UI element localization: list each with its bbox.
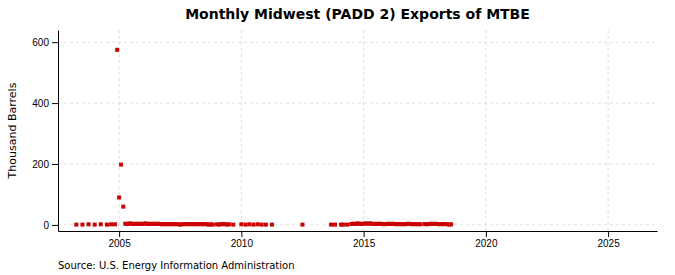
tick: 2010 — [231, 231, 254, 249]
point — [105, 223, 109, 227]
axis-line — [59, 231, 658, 232]
tick-mark — [52, 103, 58, 104]
tick-mark — [486, 231, 487, 237]
tick-label: 200 — [32, 159, 49, 170]
point — [211, 223, 215, 227]
grid-line — [608, 30, 609, 231]
point — [341, 223, 345, 227]
point — [115, 48, 119, 52]
point — [227, 222, 231, 226]
tick-label: 600 — [32, 37, 49, 48]
tick-label: 2020 — [475, 238, 498, 249]
plot: 2005 2010 2015 2020 2025 0 200 400 600 — [32, 30, 657, 249]
y-axis-title: Thousand Barrels — [6, 82, 19, 179]
tick-label: 0 — [43, 220, 49, 231]
point — [419, 222, 423, 226]
point — [252, 223, 256, 227]
tick-mark — [119, 231, 120, 237]
point — [113, 222, 117, 226]
annotation: Source: U.S. Energy Information Administ… — [58, 260, 295, 271]
tick-label: 2015 — [353, 238, 376, 249]
point — [244, 223, 248, 227]
grid-line — [119, 30, 120, 231]
point — [239, 222, 243, 226]
point — [247, 222, 251, 226]
tick-label: 2005 — [108, 238, 131, 249]
point — [74, 223, 78, 227]
grid-line — [58, 164, 657, 165]
tick-mark — [52, 164, 58, 165]
tick: 200 — [32, 159, 58, 170]
tick-label: 400 — [32, 98, 49, 109]
point — [231, 223, 235, 227]
chart: 2005 2010 2015 2020 2025 0 200 400 600 Monthly Mi… — [0, 0, 675, 275]
point — [93, 223, 97, 227]
x-axis: 2005 2010 2015 2020 2025 — [59, 231, 658, 249]
grid-line — [58, 42, 657, 43]
grid-line — [363, 30, 364, 231]
tick: 400 — [32, 98, 58, 109]
grid-line — [58, 103, 657, 104]
point — [117, 196, 121, 200]
point — [345, 223, 349, 227]
tick-mark — [608, 231, 609, 237]
tick: 2025 — [597, 231, 620, 249]
tick-label: 2025 — [597, 238, 620, 249]
point — [270, 223, 274, 227]
tick: 600 — [32, 37, 58, 48]
grid-line — [241, 30, 242, 231]
point — [99, 222, 103, 226]
tick: 2015 — [353, 231, 376, 249]
point — [329, 223, 333, 227]
title: Monthly Midwest (PADD 2) Exports of MTBE — [185, 6, 530, 22]
tick: 2005 — [108, 231, 131, 249]
point — [109, 222, 113, 226]
grid-line — [485, 30, 486, 231]
point — [256, 222, 260, 226]
grid — [58, 30, 657, 231]
tick: 2020 — [475, 231, 498, 249]
tick-mark — [52, 42, 58, 43]
point — [300, 223, 304, 227]
point — [449, 222, 453, 226]
tick-mark — [364, 231, 365, 237]
axis-line — [58, 31, 59, 232]
tick-mark — [241, 231, 242, 237]
tick: 0 — [43, 220, 58, 231]
points — [74, 48, 453, 227]
point — [80, 223, 84, 227]
point — [119, 163, 123, 167]
tick-label: 2010 — [231, 238, 254, 249]
point — [333, 223, 337, 227]
tick-mark — [52, 225, 58, 226]
y-axis: 0 200 400 600 — [32, 31, 58, 232]
point — [264, 223, 268, 227]
point — [121, 205, 125, 209]
point — [87, 222, 91, 226]
point — [260, 223, 264, 227]
